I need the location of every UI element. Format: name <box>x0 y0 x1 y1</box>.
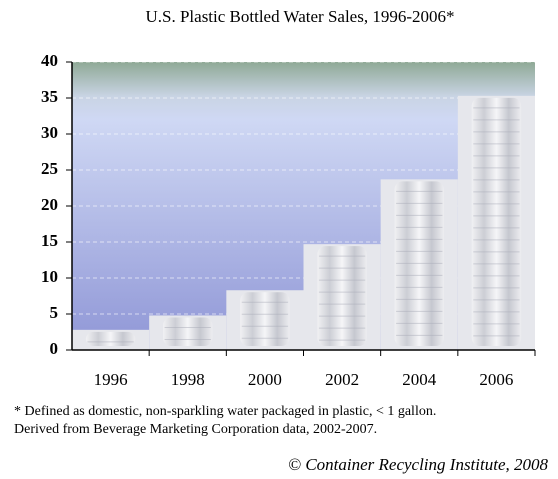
y-tick-label: 40 <box>41 51 58 70</box>
chart-title: U.S. Plastic Bottled Water Sales, 1996-2… <box>145 7 454 26</box>
bottle-shape <box>317 246 367 346</box>
x-tick-label: 2006 <box>479 370 513 389</box>
source: © Container Recycling Institute, 2008 <box>288 455 548 474</box>
x-tick-label: 2000 <box>248 370 282 389</box>
y-tick-label: 25 <box>41 159 58 178</box>
y-tick-label: 30 <box>41 123 58 142</box>
footnote: * Defined as domestic, non-sparkling wat… <box>14 404 436 419</box>
x-tick-label: 1996 <box>94 370 128 389</box>
footnote: Derived from Beverage Marketing Corporat… <box>14 422 377 437</box>
bottle-shape <box>240 292 290 346</box>
y-tick-label: 20 <box>41 195 58 214</box>
y-tick-label: 10 <box>41 267 58 286</box>
x-tick-label: 2002 <box>325 370 359 389</box>
y-tick-label: 0 <box>50 339 59 358</box>
bottle-shape <box>85 331 136 346</box>
x-tick-label: 2004 <box>402 370 437 389</box>
x-tick-label: 1998 <box>171 370 205 389</box>
bottle-shape <box>163 317 213 346</box>
y-tick-label: 15 <box>41 231 58 250</box>
bottle-shape <box>471 97 522 346</box>
y-tick-label: 35 <box>41 87 58 106</box>
y-tick-label: 5 <box>50 303 59 322</box>
